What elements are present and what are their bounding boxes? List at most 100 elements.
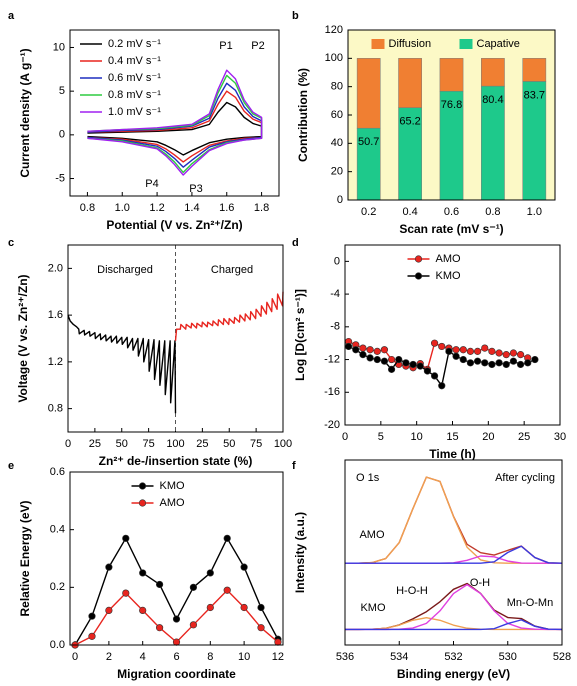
point xyxy=(257,624,265,632)
y-axis-title: Contribution (%) xyxy=(296,68,310,162)
plot-frame xyxy=(69,29,280,197)
point xyxy=(240,603,248,612)
series-line xyxy=(345,476,563,564)
x-tick-label: 0.8 xyxy=(485,206,500,218)
point xyxy=(373,347,381,355)
y-tick-label: -5 xyxy=(55,172,65,184)
point xyxy=(481,344,489,352)
bar-segment xyxy=(356,58,381,129)
y-tick-label: 0.4 xyxy=(50,524,65,536)
value-label: 50.7 xyxy=(358,136,379,148)
x-axis-title: Binding energy (eV) xyxy=(397,667,510,681)
y-tick-label: -8 xyxy=(330,321,340,333)
y-tick-label: 0 xyxy=(334,255,340,267)
panel-letter: a xyxy=(8,10,15,22)
panel-letter: b xyxy=(292,10,299,22)
x-axis-title: Potential (V vs. Zn²⁺/Zn) xyxy=(106,218,242,232)
point xyxy=(516,360,525,369)
x-tick-label: 30 xyxy=(554,431,566,443)
point xyxy=(459,355,467,364)
bar-segment xyxy=(481,58,505,87)
point xyxy=(481,359,489,367)
value-label: 65.2 xyxy=(399,116,420,128)
x-tick-label: 1.0 xyxy=(527,206,542,218)
y-tick-label: 2.0 xyxy=(48,262,63,274)
x-tick-label: 6 xyxy=(173,651,179,663)
x-axis-title: Migration coordinate xyxy=(117,667,236,681)
point xyxy=(155,624,164,632)
x-tick-label: 75 xyxy=(250,438,262,450)
series-line xyxy=(345,555,562,564)
x-tick-label: 1.6 xyxy=(219,202,234,214)
annotation: After cycling xyxy=(495,472,555,484)
point xyxy=(430,339,439,347)
x-tick-label: 50 xyxy=(223,438,235,450)
x-tick-label: 8 xyxy=(207,651,213,663)
series-label: O-H xyxy=(470,577,490,589)
point xyxy=(206,603,214,612)
point xyxy=(438,342,446,351)
x-tick-label: 0.8 xyxy=(80,202,95,214)
y-tick-label: -16 xyxy=(324,386,340,398)
point xyxy=(240,563,248,571)
series-label: Charged xyxy=(211,264,253,276)
y-tick-label: 0.2 xyxy=(50,581,65,593)
y-axis-title: Relative Energy (eV) xyxy=(18,500,32,616)
annotation: P1 xyxy=(219,40,232,52)
y-tick-label: -12 xyxy=(324,353,340,365)
legend-label: 0.2 mV s⁻¹ xyxy=(108,38,161,50)
point xyxy=(395,355,403,364)
panel-letter: d xyxy=(292,237,299,249)
y-axis-title: Current density (A g⁻¹) xyxy=(18,48,32,177)
x-tick-label: 534 xyxy=(390,651,408,663)
y-tick-label: 120 xyxy=(325,24,343,36)
series-label: KMO xyxy=(360,602,386,614)
x-tick-label: 530 xyxy=(499,651,517,663)
x-tick-label: 0 xyxy=(342,431,348,443)
panel-letter: c xyxy=(8,237,14,249)
value-label: 83.7 xyxy=(524,89,545,101)
point xyxy=(366,354,374,362)
point xyxy=(488,360,496,369)
plot-frame xyxy=(69,471,284,646)
point xyxy=(88,612,96,620)
x-axis-title: Scan rate (mV s⁻¹) xyxy=(399,222,503,236)
point xyxy=(344,342,353,351)
point xyxy=(402,359,410,367)
point xyxy=(366,346,374,354)
series-line xyxy=(345,617,562,631)
point xyxy=(524,359,532,367)
bar-segment xyxy=(398,58,422,108)
point xyxy=(387,355,396,364)
point xyxy=(488,347,496,355)
point xyxy=(416,362,424,370)
series-label: AMO xyxy=(359,529,385,541)
point xyxy=(473,347,482,355)
point xyxy=(352,346,360,354)
point xyxy=(189,621,198,629)
x-axis-title: Zn²⁺ de-/insertion state (%) xyxy=(99,454,253,468)
y-axis-title: Intensity (a.u.) xyxy=(293,512,307,593)
point xyxy=(423,367,432,375)
plot-frame xyxy=(347,29,556,201)
point xyxy=(359,344,367,352)
annotation: P3 xyxy=(189,183,202,195)
point xyxy=(172,615,181,623)
point xyxy=(502,360,510,369)
value-label: 76.8 xyxy=(441,99,462,111)
point xyxy=(189,583,198,591)
x-tick-label: 532 xyxy=(444,651,462,663)
point xyxy=(502,351,510,359)
plot-frame xyxy=(344,244,561,426)
legend-label: Diffusion xyxy=(389,38,432,50)
x-tick-label: 12 xyxy=(272,651,284,663)
point xyxy=(466,359,475,367)
y-tick-label: 1.2 xyxy=(48,356,63,368)
point xyxy=(359,351,367,359)
y-tick-label: 80 xyxy=(331,81,343,93)
point xyxy=(509,357,518,365)
legend-label: KMO xyxy=(160,480,186,492)
